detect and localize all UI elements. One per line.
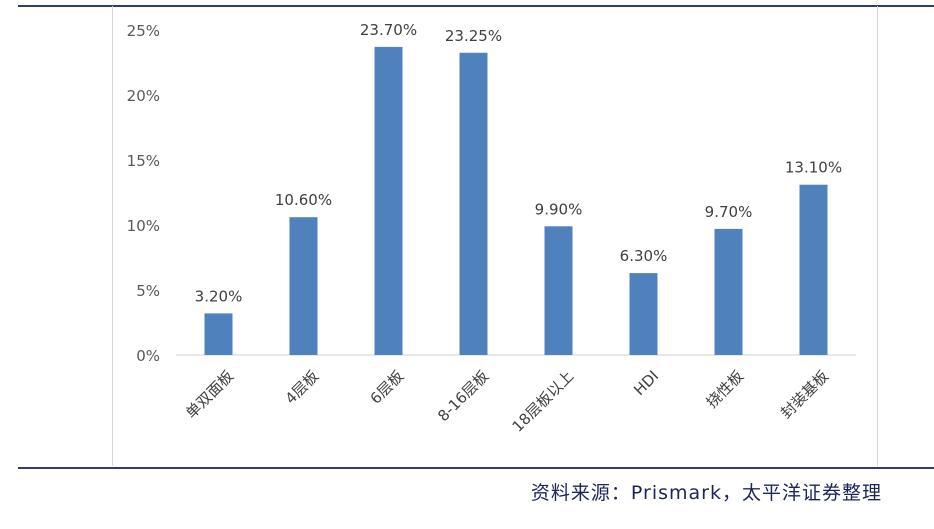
data-label: 6.30% (620, 247, 668, 265)
y-tick-label: 5% (136, 282, 160, 300)
bar (459, 52, 488, 355)
bar-chart: 0% 5% 10% 15% 20% 25% 3.20% 10.60% 23.70% 23.25%… (127, 21, 856, 436)
data-label: 9.70% (705, 203, 753, 221)
value-labels: 3.20% 10.60% 23.70% 23.25% 9.90% 6.30% 9.70% 13… (195, 21, 842, 305)
y-tick-label: 25% (127, 22, 160, 40)
data-label: 9.90% (535, 200, 583, 218)
x-tick-label: 6层板 (367, 367, 408, 408)
x-tick-label: 封装基板 (777, 367, 832, 422)
x-axis: 单双面板 4层板 6层板 8-16层板 18层板以上 HDI 挠性板 封装基板 (182, 367, 832, 436)
data-label: 23.25% (445, 27, 502, 45)
bars (204, 46, 828, 356)
x-tick-label: 单双面板 (182, 367, 237, 422)
y-tick-label: 10% (127, 217, 160, 235)
bar (289, 217, 318, 355)
data-label: 23.70% (360, 21, 417, 39)
data-label: 3.20% (195, 287, 243, 305)
x-tick-label: 8-16层板 (434, 367, 492, 425)
x-tick-label: HDI (630, 367, 662, 399)
bar (714, 228, 743, 355)
y-tick-label: 20% (127, 87, 160, 105)
bar (374, 46, 403, 356)
x-tick-label: 18层板以上 (509, 367, 578, 436)
source-note: 资料来源：Prismark，太平洋证券整理 (530, 482, 882, 504)
bar (799, 184, 828, 355)
x-tick-label: 4层板 (282, 367, 323, 408)
bar (204, 313, 233, 355)
chart-frame (112, 6, 878, 466)
x-tick-label: 挠性板 (703, 367, 748, 412)
top-rule (18, 5, 934, 7)
bar (544, 226, 573, 355)
y-tick-label: 0% (136, 347, 160, 365)
bar (629, 273, 658, 355)
data-label: 10.60% (275, 191, 332, 209)
bottom-rule (18, 467, 934, 469)
y-axis: 0% 5% 10% 15% 20% 25% (127, 22, 160, 365)
data-label: 13.10% (785, 159, 842, 177)
y-tick-label: 15% (127, 152, 160, 170)
